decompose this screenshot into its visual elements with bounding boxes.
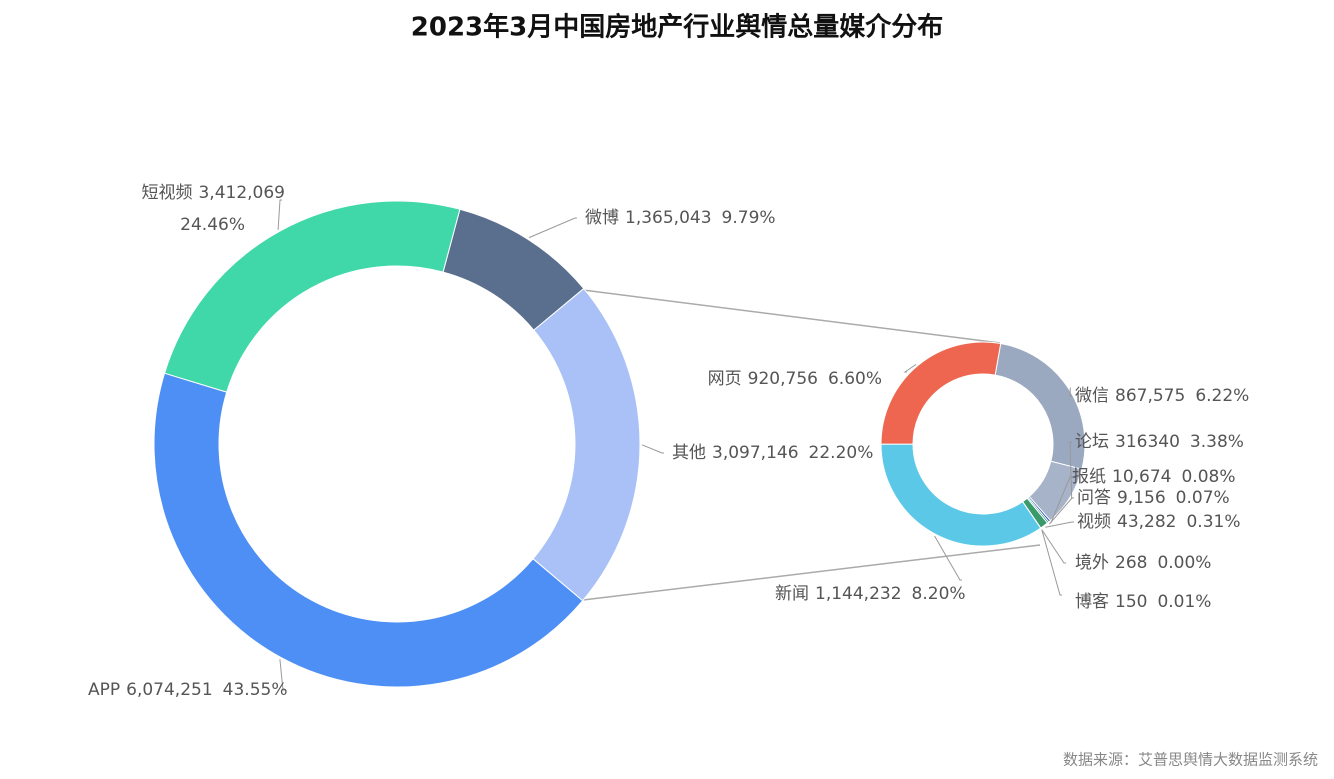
leader-line <box>1069 441 1073 499</box>
slice-label: 报纸 10,674 0.08% <box>1072 467 1236 487</box>
label-percent: 9.79% <box>722 208 776 228</box>
slice-label: 论坛 316340 3.38% <box>1075 432 1244 452</box>
label-percent: 24.46% <box>180 215 245 235</box>
slice-label: 视频 43,282 0.31% <box>1077 512 1241 532</box>
label-name: 微博 <box>585 208 619 228</box>
label-name: 微信 <box>1075 386 1109 406</box>
connector <box>582 544 1041 601</box>
label-percent: 0.08% <box>1181 467 1235 487</box>
label-percent: 8.20% <box>912 584 966 604</box>
label-value: 920,756 <box>748 369 818 389</box>
label-name: 报纸 <box>1072 467 1106 487</box>
label-percent: 6.22% <box>1195 386 1249 406</box>
label-name: 其他 <box>672 443 706 463</box>
label-name: 博客 <box>1075 592 1109 612</box>
leader-line <box>641 444 664 454</box>
label-value: 268 <box>1115 553 1147 573</box>
leader-line <box>1050 476 1072 523</box>
slice-label: 其他 3,097,146 22.20% <box>672 443 873 463</box>
slice-label: 境外 268 0.00% <box>1075 553 1211 573</box>
label-percent: 0.31% <box>1186 512 1240 532</box>
donut-slice <box>532 287 641 602</box>
label-percent: 0.00% <box>1157 553 1211 573</box>
label-value: 316340 <box>1115 432 1180 452</box>
donut-slice <box>153 372 584 688</box>
label-value: 6,074,251 <box>126 680 213 700</box>
label-value: 150 <box>1115 592 1147 612</box>
label-value: 1,144,232 <box>815 584 902 604</box>
donut-slice <box>994 342 1086 470</box>
chart-title: 2023年3月中国房地产行业舆情总量媒介分布 <box>411 12 943 43</box>
leader-line <box>1045 521 1074 528</box>
leader-line <box>1069 387 1072 397</box>
leader-line <box>934 535 962 581</box>
leader-line <box>1041 529 1066 564</box>
label-name: APP <box>88 680 120 700</box>
slice-label: 问答 9,156 0.07% <box>1077 488 1230 508</box>
source-note: 数据来源：艾普思舆情大数据监测系统 <box>1063 751 1318 769</box>
label-value: 10,674 <box>1112 467 1171 487</box>
slice-label: 网页 920,756 6.60% <box>708 369 882 389</box>
slice-label: 微博 1,365,043 9.79% <box>585 208 776 228</box>
label-percent: 6.60% <box>828 369 882 389</box>
donut-slice <box>880 443 1042 547</box>
donut-slice <box>880 341 1002 445</box>
label-name: 新闻 <box>775 584 809 604</box>
label-percent: 3.38% <box>1190 432 1244 452</box>
label-value: 9,156 <box>1117 488 1166 508</box>
label-name: 短视频 <box>141 183 192 203</box>
label-value: 3,412,069 <box>198 183 285 203</box>
label-value: 1,365,043 <box>625 208 712 228</box>
leader-line <box>279 659 285 691</box>
connector <box>582 289 1001 344</box>
leader-line <box>903 363 917 373</box>
label-name: 视频 <box>1077 512 1111 532</box>
slice-label: 新闻 1,144,232 8.20% <box>775 584 966 604</box>
label-percent: 43.55% <box>223 680 288 700</box>
label-value: 3,097,146 <box>712 443 799 463</box>
leader-line <box>528 217 577 239</box>
slice-label: APP 6,074,251 43.55% <box>88 680 288 700</box>
leader-line <box>277 199 282 230</box>
slice-label: 微信 867,575 6.22% <box>1075 386 1249 406</box>
donut-slice <box>163 200 461 393</box>
label-value: 867,575 <box>1115 386 1185 406</box>
label-percent: 0.01% <box>1157 592 1211 612</box>
leader-line <box>1041 529 1062 596</box>
label-name: 问答 <box>1077 488 1111 508</box>
label-name: 境外 <box>1075 553 1109 573</box>
label-percent: 22.20% <box>809 443 874 463</box>
label-name: 论坛 <box>1075 432 1109 452</box>
label-percent: 0.07% <box>1176 488 1230 508</box>
slice-label: 博客 150 0.01% <box>1075 592 1211 612</box>
label-name: 网页 <box>708 369 742 389</box>
leader-line <box>1049 497 1074 525</box>
slice-label: 短视频 3,412,069 <box>141 183 285 203</box>
label-value: 43,282 <box>1117 512 1176 532</box>
